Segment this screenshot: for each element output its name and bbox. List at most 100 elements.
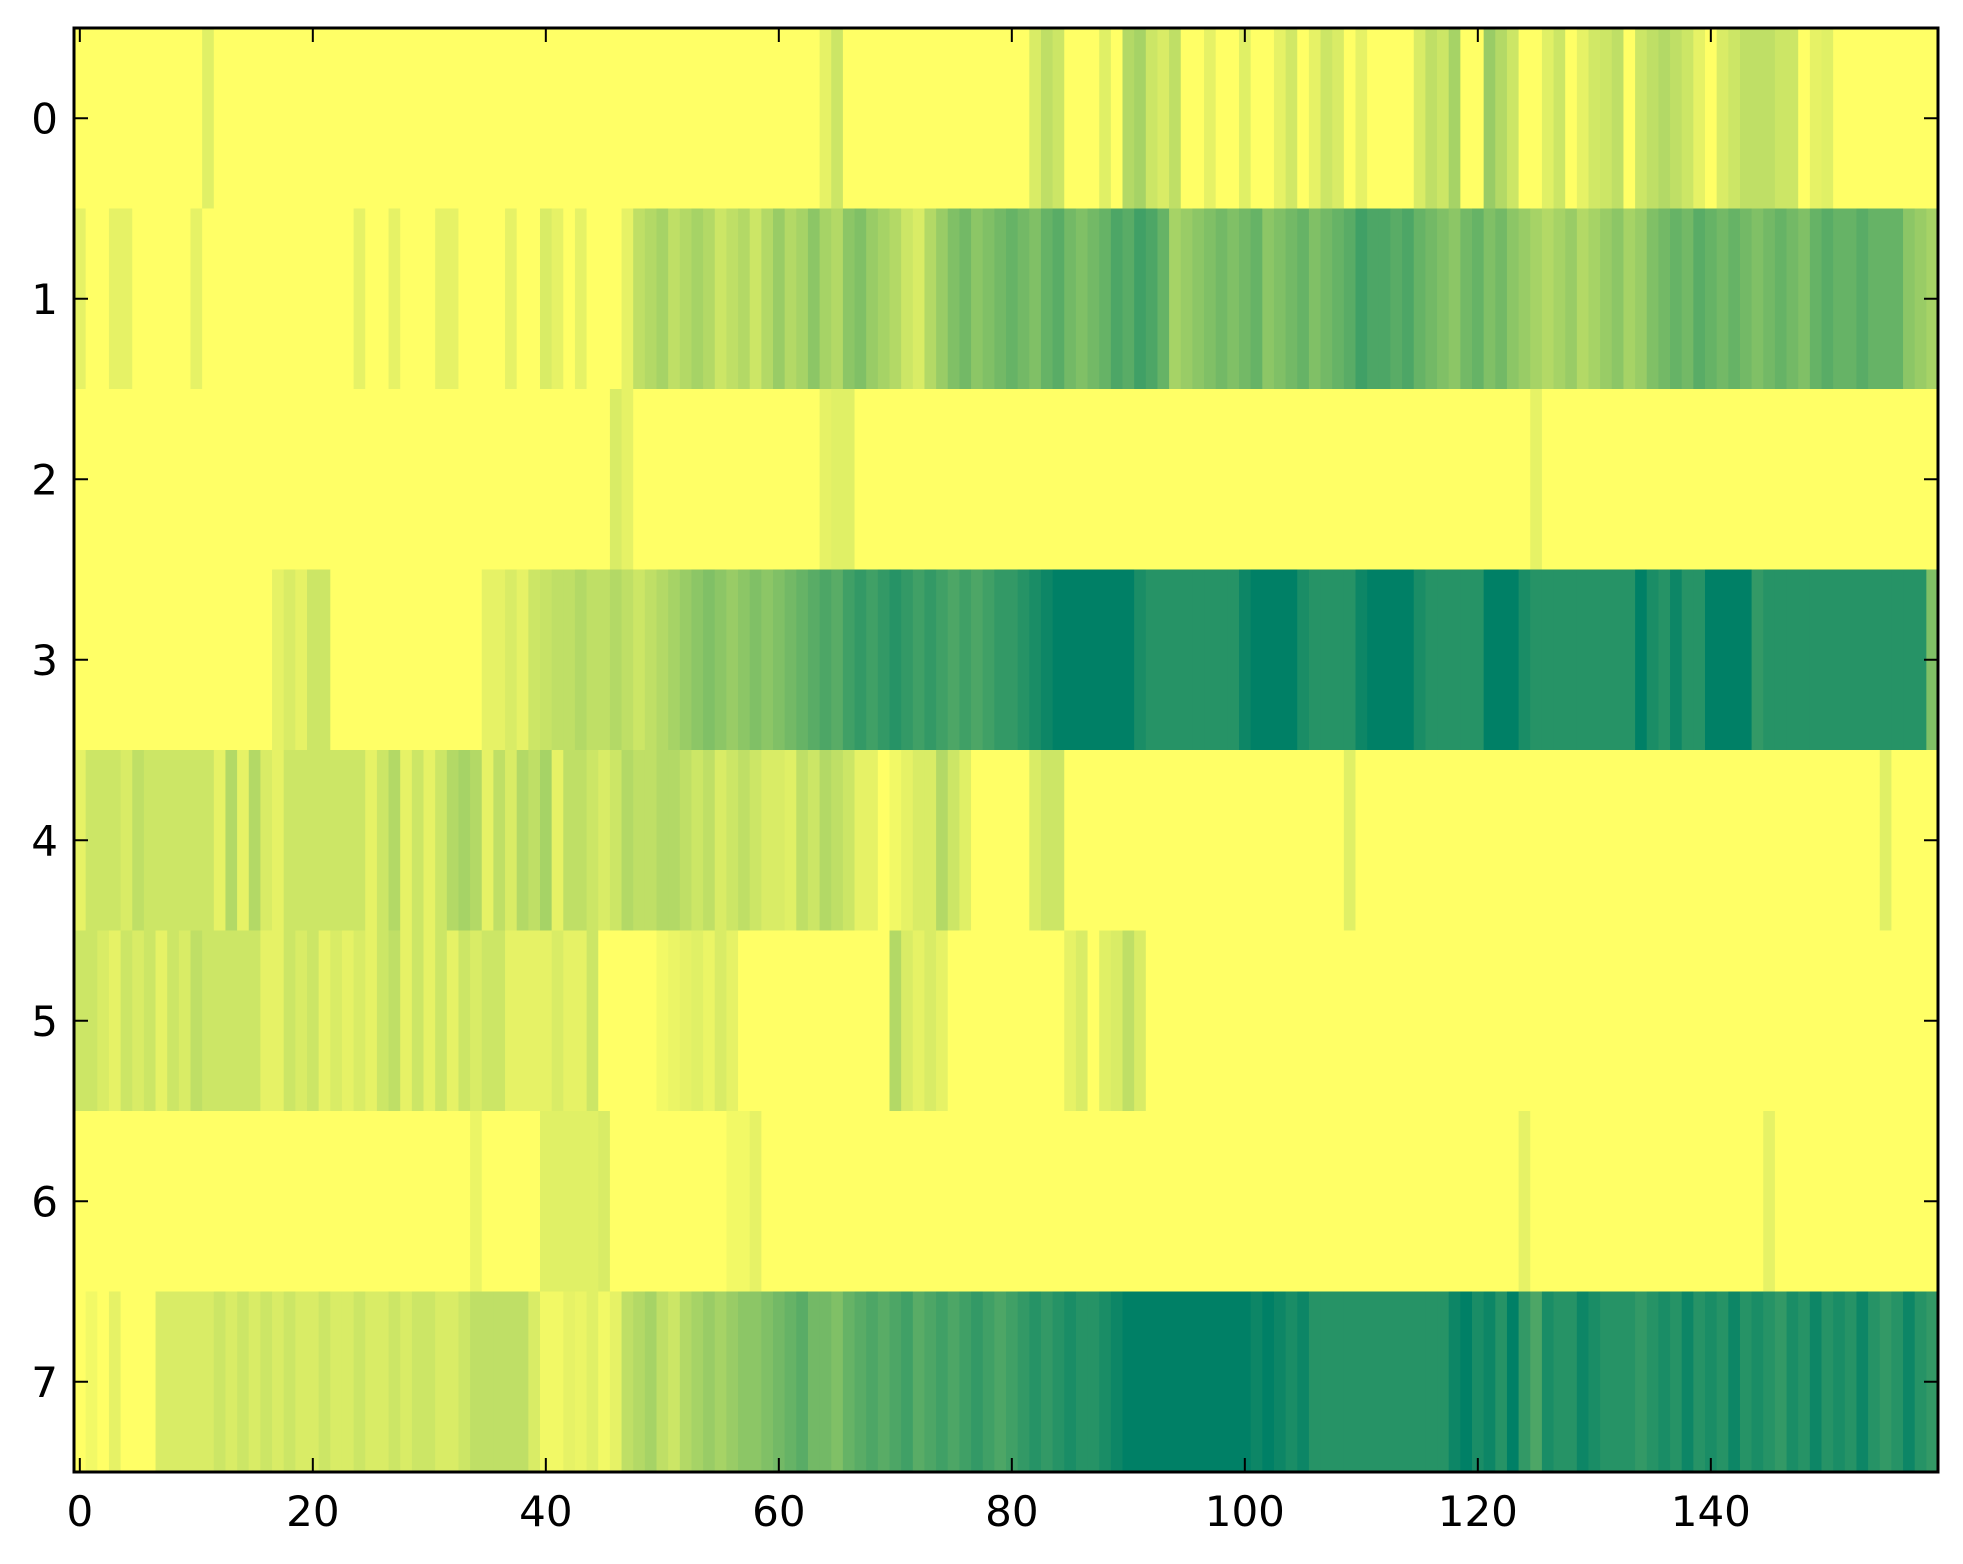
heatmap-cell [1413,930,1426,1111]
heatmap-cell [1868,1111,1881,1292]
heatmap-cell [1506,28,1520,209]
heatmap-cell [726,750,739,931]
heatmap-cell [1646,750,1659,931]
heatmap-cell [738,569,751,750]
heatmap-cell [831,389,844,570]
heatmap-cell [1763,1111,1776,1292]
heatmap-cell [784,750,797,931]
heatmap-cell [1472,1111,1485,1292]
heatmap-cell [1728,208,1741,389]
heatmap-cell [563,1111,576,1292]
heatmap-cell [738,930,751,1111]
heatmap-cell [1576,750,1590,931]
heatmap-cell [1495,208,1508,389]
heatmap-cell [1110,389,1124,570]
heatmap-cell [213,750,227,931]
heatmap-cell [551,750,564,931]
heatmap-cell [400,389,413,570]
heatmap-cell [691,1111,704,1292]
heatmap-cell [714,1291,727,1472]
heatmap-cell [237,28,250,209]
heatmap-cell [1075,930,1089,1111]
heatmap-cell [1903,750,1916,931]
heatmap-cell [1273,569,1287,750]
heatmap-cell [1285,28,1298,209]
heatmap-cell [936,569,949,750]
heatmap-cell [97,1291,110,1472]
y-tick-label: 4 [31,816,58,865]
heatmap-cell [551,208,564,389]
heatmap-cell [1611,208,1625,389]
heatmap-cell [598,930,611,1111]
heatmap-cell [842,1291,856,1472]
heatmap-cell [1506,1291,1520,1472]
heatmap-cell [1728,930,1741,1111]
heatmap-cell [470,569,483,750]
heatmap-cell [1320,28,1333,209]
heatmap-cell [1215,930,1228,1111]
heatmap-cell [1611,1291,1625,1472]
heatmap-cell [318,569,331,750]
heatmap-cell [784,1111,797,1292]
heatmap-cell [446,1111,460,1292]
heatmap-cell [1646,1291,1659,1472]
heatmap-cell [155,389,168,570]
heatmap-cell [609,208,623,389]
heatmap-cell [505,1111,518,1292]
heatmap-cell [1064,28,1077,209]
heatmap-cell [505,750,518,931]
heatmap-cell [1553,569,1566,750]
heatmap-cell [1576,389,1590,570]
heatmap-cell [108,569,122,750]
heatmap-cell [912,750,926,931]
heatmap-cell [1169,930,1182,1111]
heatmap-cell [621,208,634,389]
heatmap-cell [609,569,623,750]
heatmap-cell [481,1291,494,1472]
heatmap-cell [1821,28,1834,209]
heatmap-cell [854,569,867,750]
heatmap-cell [866,750,879,931]
heatmap-cell [1215,28,1228,209]
heatmap-cell [1588,930,1601,1111]
heatmap-cell [807,28,821,209]
heatmap-cell [435,1291,448,1472]
heatmap-cell [1448,569,1461,750]
heatmap-cell [749,750,762,931]
heatmap-cell [330,1111,343,1292]
heatmap-cell [633,930,646,1111]
heatmap-cell [353,208,366,389]
heatmap-cell [1600,208,1613,389]
heatmap-cell [1576,930,1590,1111]
heatmap-cell [936,28,949,209]
heatmap-cell [528,389,541,570]
heatmap-cell [901,28,914,209]
heatmap-cell [341,930,355,1111]
heatmap-cell [1914,1291,1927,1472]
heatmap-cell [1635,389,1648,570]
heatmap-cell [644,1291,658,1472]
heatmap-cell [1623,569,1636,750]
heatmap-cell [167,1111,180,1292]
heatmap-cell [854,28,867,209]
heatmap-cell [1658,1111,1671,1292]
heatmap-cell [947,208,960,389]
heatmap-cell [574,208,588,389]
heatmap-cell [1518,1291,1531,1472]
heatmap-cell [1308,208,1322,389]
heatmap-cell [761,569,774,750]
heatmap-cell [1460,28,1473,209]
heatmap-cell [1576,28,1590,209]
heatmap-cell [1786,208,1799,389]
heatmap-cell [1506,930,1520,1111]
heatmap-cell [1367,1111,1380,1292]
heatmap-cell [1623,28,1636,209]
heatmap-cell [470,750,483,931]
heatmap-cell [330,1291,343,1472]
heatmap-cell [842,28,856,209]
heatmap-cell [132,930,145,1111]
heatmap-cell [85,1111,98,1292]
heatmap-cell [376,1291,390,1472]
heatmap-cell [318,750,331,931]
heatmap-cell [586,1291,599,1472]
